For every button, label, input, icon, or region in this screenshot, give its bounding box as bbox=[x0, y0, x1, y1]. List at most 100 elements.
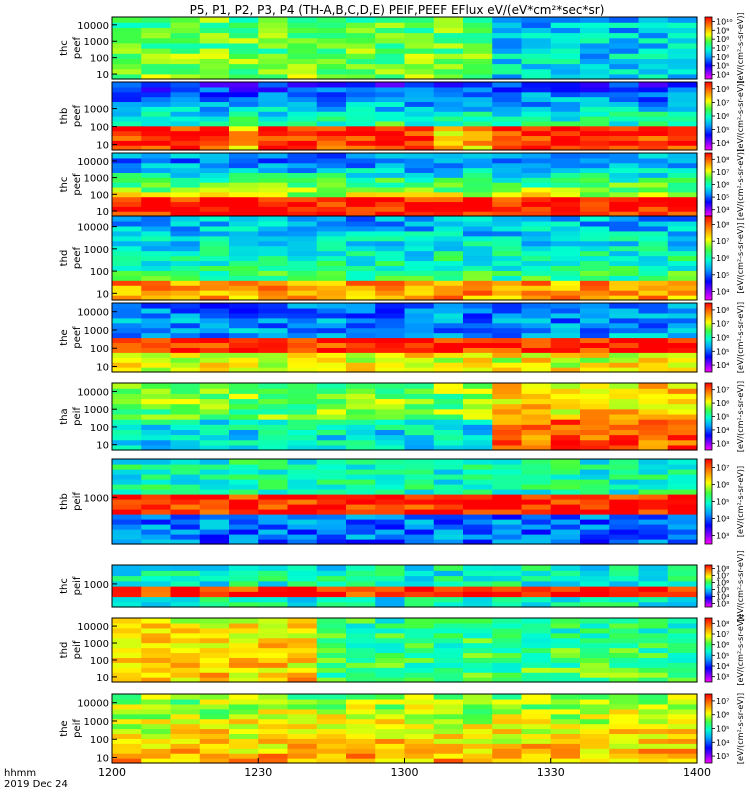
panel-label-probe: thc bbox=[59, 578, 70, 594]
heatmap-cell bbox=[580, 728, 610, 735]
heatmap-cell bbox=[521, 91, 552, 98]
heatmap-cell bbox=[667, 73, 698, 80]
heatmap-cell bbox=[112, 388, 142, 394]
heatmap-cell bbox=[550, 337, 581, 344]
heatmap-cell bbox=[521, 647, 552, 654]
heatmap-cell bbox=[580, 48, 610, 54]
heatmap-cell bbox=[404, 403, 435, 410]
heatmap-cell bbox=[199, 652, 230, 658]
colorbar-tick-label: 10⁴ bbox=[716, 71, 729, 80]
heatmap-cell bbox=[492, 182, 523, 188]
heatmap-cell bbox=[287, 652, 318, 658]
heatmap-cell bbox=[375, 627, 406, 634]
heatmap-cell bbox=[492, 662, 523, 668]
heatmap-cell bbox=[346, 642, 376, 649]
heatmap-cell bbox=[433, 216, 464, 222]
heatmap-cell bbox=[375, 534, 406, 540]
heatmap-cell bbox=[463, 27, 493, 34]
heatmap-cell bbox=[521, 162, 552, 169]
heatmap-cell bbox=[346, 499, 376, 505]
heatmap-cell bbox=[550, 652, 581, 658]
heatmap-cell bbox=[463, 524, 493, 530]
heatmap-cell bbox=[550, 201, 581, 207]
heatmap-cell bbox=[433, 37, 464, 44]
heatmap-cell bbox=[492, 86, 523, 93]
heatmap-cell bbox=[287, 307, 318, 314]
heatmap-cell bbox=[346, 295, 376, 301]
heatmap-cell bbox=[112, 519, 142, 525]
heatmap-cell bbox=[375, 499, 406, 505]
heatmap-cell bbox=[667, 86, 698, 93]
heatmap-cell bbox=[316, 459, 347, 465]
heatmap-cell bbox=[667, 68, 698, 75]
heatmap-cell bbox=[112, 362, 142, 368]
heatmap-cell bbox=[170, 459, 201, 465]
heatmap-cell bbox=[492, 312, 523, 319]
heatmap-cell bbox=[638, 652, 669, 658]
heatmap-cell bbox=[404, 37, 435, 44]
heatmap-cell bbox=[404, 101, 435, 107]
heatmap-cell bbox=[316, 657, 347, 663]
heatmap-cell bbox=[141, 68, 172, 75]
heatmap-cell bbox=[375, 519, 406, 525]
heatmap-cell bbox=[492, 285, 523, 291]
heatmap-cell bbox=[199, 662, 230, 668]
heatmap-cell bbox=[316, 708, 347, 715]
heatmap-cell bbox=[287, 753, 318, 759]
heatmap-cell bbox=[580, 216, 610, 222]
heatmap-cell bbox=[609, 743, 640, 749]
heatmap-cell bbox=[346, 723, 376, 730]
heatmap-cell bbox=[170, 408, 201, 415]
heatmap-cell bbox=[287, 285, 318, 291]
heatmap-cell bbox=[199, 295, 230, 301]
heatmap-cell bbox=[141, 96, 172, 103]
heatmap-cell bbox=[375, 220, 406, 227]
panel-label-probe: thb bbox=[59, 108, 70, 125]
heatmap-cell bbox=[667, 22, 698, 28]
heatmap-cell bbox=[404, 479, 435, 485]
heatmap-cell bbox=[580, 657, 610, 663]
heatmap-cell bbox=[404, 327, 435, 334]
heatmap-cell bbox=[346, 667, 376, 673]
heatmap-cell bbox=[433, 728, 464, 735]
heatmap-cell bbox=[112, 332, 142, 339]
heatmap-cell bbox=[141, 196, 172, 203]
heatmap-cell bbox=[404, 694, 435, 700]
heatmap-cell bbox=[521, 250, 552, 257]
heatmap-cell bbox=[404, 444, 435, 451]
heatmap-cell bbox=[609, 662, 640, 668]
heatmap-cell bbox=[580, 539, 610, 545]
heatmap-cell bbox=[258, 135, 289, 141]
heatmap-cell bbox=[229, 280, 259, 286]
heatmap-cell bbox=[112, 186, 142, 193]
heatmap-cell bbox=[492, 96, 523, 103]
heatmap-cell bbox=[112, 42, 142, 49]
heatmap-cell bbox=[609, 419, 640, 425]
heatmap-cell bbox=[229, 419, 259, 425]
heatmap-cell bbox=[521, 196, 552, 203]
heatmap-cell bbox=[287, 82, 318, 88]
heatmap-cell bbox=[580, 534, 610, 540]
heatmap-cell bbox=[463, 667, 493, 673]
heatmap-cell bbox=[141, 723, 172, 730]
heatmap-cell bbox=[287, 135, 318, 141]
heatmap-cell bbox=[199, 245, 230, 252]
heatmap-cell bbox=[112, 196, 142, 203]
heatmap-cell bbox=[667, 37, 698, 44]
heatmap-cell bbox=[346, 225, 376, 232]
heatmap-cell bbox=[463, 499, 493, 505]
heatmap-cell bbox=[667, 753, 698, 759]
heatmap-cell bbox=[199, 474, 230, 480]
heatmap-cell bbox=[433, 322, 464, 329]
heatmap-cell bbox=[463, 225, 493, 232]
heatmap-cell bbox=[112, 367, 142, 373]
heatmap-cell bbox=[258, 596, 289, 603]
heatmap-cell bbox=[375, 186, 406, 193]
heatmap-cell bbox=[667, 265, 698, 271]
heatmap-cell bbox=[463, 73, 493, 80]
heatmap-cell bbox=[287, 32, 318, 39]
heatmap-cell bbox=[433, 758, 464, 764]
heatmap-cell bbox=[404, 196, 435, 203]
heatmap-cell bbox=[404, 596, 435, 603]
heatmap-cell bbox=[375, 434, 406, 441]
